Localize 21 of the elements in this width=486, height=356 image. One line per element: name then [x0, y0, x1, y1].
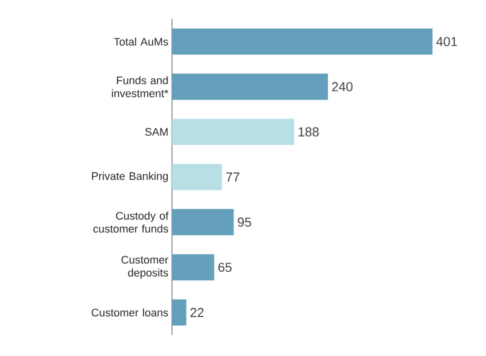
y-tick-label: Custody of customer funds	[93, 212, 168, 233]
y-tick-label: Funds and investment*	[112, 76, 168, 98]
y-tick-label: Customer deposits	[122, 256, 168, 279]
bar	[172, 164, 222, 190]
data-label: 22	[190, 308, 204, 317]
data-label: 240	[332, 82, 353, 92]
bar	[172, 254, 214, 280]
bar	[172, 28, 433, 55]
y-tick-label: Customer loans	[92, 308, 168, 316]
data-label: 188	[298, 127, 319, 136]
bar	[172, 74, 328, 100]
data-label: 77	[226, 172, 240, 182]
data-label: 65	[218, 262, 232, 272]
data-label: 95	[238, 218, 252, 227]
bar	[172, 299, 186, 326]
y-tick-label: SAM	[145, 128, 168, 136]
data-label: 401	[436, 36, 458, 46]
y-tick-label: Total AuMs	[114, 38, 168, 46]
y-tick-label: Private Banking	[92, 172, 168, 182]
bar	[172, 118, 294, 145]
bar	[172, 209, 234, 236]
